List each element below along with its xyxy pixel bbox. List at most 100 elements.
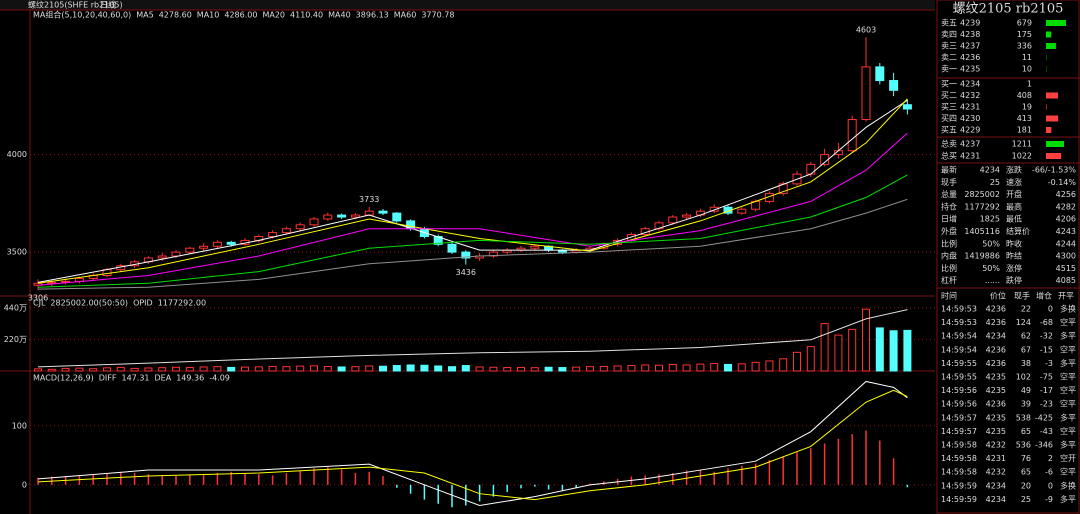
book-price: 4230 xyxy=(960,114,980,123)
volume-bar xyxy=(696,363,705,372)
stat-value: 4282 xyxy=(1056,202,1076,211)
volume-bar xyxy=(434,365,443,372)
candle-body xyxy=(323,214,333,220)
volume-bar xyxy=(172,366,180,372)
volume-bar xyxy=(144,367,153,372)
candle-body xyxy=(226,241,236,245)
annotation: 3436 xyxy=(456,268,476,277)
book-volume: 175 xyxy=(1017,30,1032,39)
legend-text: 147.31 xyxy=(122,374,150,383)
trade-oi-change: -425 xyxy=(1035,413,1053,422)
trade-type: 多换 xyxy=(1060,480,1076,490)
volume-bar xyxy=(227,366,236,372)
legend-text: DEA xyxy=(155,374,172,383)
book-volume: 1 xyxy=(1027,80,1032,89)
trade-time: 14:59:58 xyxy=(941,468,977,477)
volume-bar xyxy=(34,368,42,372)
book-price: 4234 xyxy=(960,80,980,89)
candle-body xyxy=(847,119,857,152)
stat-label: 最高 xyxy=(1006,201,1022,211)
trade-price: 4234 xyxy=(986,332,1006,341)
indicator-line xyxy=(37,198,908,290)
indicator-line xyxy=(37,174,908,288)
legend-text: MA60 xyxy=(394,11,417,20)
trade-time: 14:59:56 xyxy=(941,400,977,409)
candle-body xyxy=(875,66,885,82)
indicator-line xyxy=(37,99,908,283)
volume-bar xyxy=(406,364,415,372)
volume-bar xyxy=(655,364,663,372)
trade-volume: 536 xyxy=(1016,441,1031,450)
trade-type: 空平 xyxy=(1060,344,1076,354)
volume-bar xyxy=(875,327,884,372)
trade-volume: 538 xyxy=(1016,413,1031,422)
legend-text: DIFF xyxy=(99,374,117,383)
trade-type: 多换 xyxy=(1060,304,1076,314)
book-price: 4231 xyxy=(960,103,980,112)
trade-oi-change: -75 xyxy=(1040,373,1053,382)
trade-time: 14:59:54 xyxy=(941,345,977,354)
total-price: 4237 xyxy=(960,140,980,149)
stat-value: -66/-1.53% xyxy=(1032,166,1076,175)
trade-price: 4232 xyxy=(986,468,1006,477)
book-bar xyxy=(1046,20,1066,26)
candle-body xyxy=(295,224,305,230)
trade-oi-change: -346 xyxy=(1035,441,1053,450)
trade-volume: 65 xyxy=(1021,427,1031,436)
trade-type: 空平 xyxy=(1060,467,1076,477)
stat-label: 总量 xyxy=(941,189,957,199)
stat-label: 最低 xyxy=(1006,214,1022,224)
volume-bar xyxy=(282,366,291,372)
volume-bar xyxy=(710,363,719,372)
stat-label: 比例 xyxy=(941,263,957,273)
book-bar xyxy=(1046,92,1059,99)
trade-type: 空开 xyxy=(1060,453,1076,463)
trade-oi-change: 2 xyxy=(1048,454,1053,463)
stat-value: 4244 xyxy=(1056,239,1076,248)
trade-time: 14:59:58 xyxy=(941,441,977,450)
book-price: 4229 xyxy=(960,126,980,135)
volume-bar xyxy=(379,365,387,372)
y-tick-label: 3500 xyxy=(7,248,27,257)
trade-oi-change: -6 xyxy=(1045,468,1053,477)
stat-label: 外盘 xyxy=(941,226,957,236)
legend-text: MA40 xyxy=(328,11,351,20)
volume-bar xyxy=(517,366,525,372)
legend-text: 149.36 xyxy=(176,374,204,383)
volume-bar xyxy=(682,364,691,372)
stat-value: 4515 xyxy=(1056,264,1076,273)
candle-body xyxy=(47,281,57,284)
trade-time: 14:59:55 xyxy=(941,359,977,368)
y-tick-label: 0 xyxy=(22,480,27,489)
book-volume: 19 xyxy=(1022,103,1032,112)
volume-bar xyxy=(834,334,843,372)
y-tick-label: 4000 xyxy=(7,150,27,159)
book-price: 4239 xyxy=(960,19,980,28)
book-price: 4236 xyxy=(960,53,980,62)
stat-value: 25 xyxy=(990,178,1000,187)
trade-oi-change: -43 xyxy=(1040,427,1053,436)
book-volume: 181 xyxy=(1017,126,1032,135)
book-price: 4238 xyxy=(960,30,980,39)
stat-value: 4234 xyxy=(980,166,1000,175)
trade-type: 空平 xyxy=(1060,399,1076,409)
trade-volume: 22 xyxy=(1021,305,1031,314)
total-price: 4231 xyxy=(960,152,980,161)
instrument-title: 螺纹2105(SHFE rb2105) xyxy=(28,0,123,10)
candle-body xyxy=(157,255,167,259)
total-label: 总卖 xyxy=(941,139,957,149)
volume-bar xyxy=(103,367,111,372)
y-tick-label: 220万 xyxy=(4,335,27,344)
stat-label: 跌停 xyxy=(1006,275,1022,285)
trade-price: 4232 xyxy=(986,441,1006,450)
candle-body xyxy=(737,208,747,214)
volume-bar xyxy=(530,367,539,372)
volume-bar xyxy=(572,366,581,372)
volume-bar xyxy=(89,368,98,372)
legend-text: 4286.00 xyxy=(224,11,257,20)
top-bar xyxy=(0,0,935,10)
volume-bar xyxy=(461,365,470,372)
legend-text: 4278.60 xyxy=(159,11,192,20)
trade-type: 多平 xyxy=(1060,331,1076,341)
